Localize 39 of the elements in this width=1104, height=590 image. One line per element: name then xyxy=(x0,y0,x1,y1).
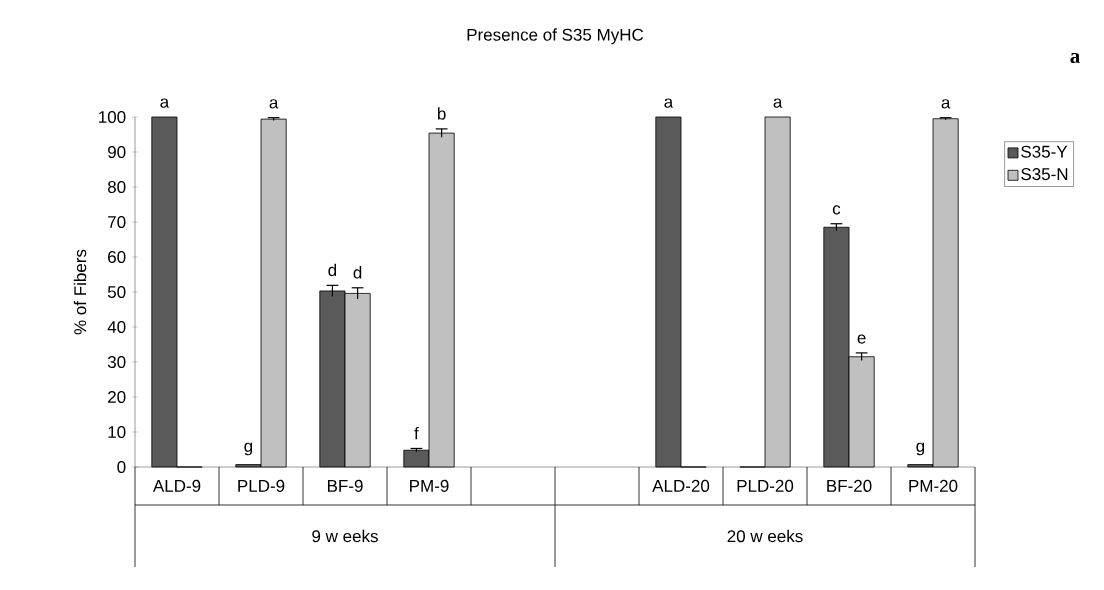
x-tick-label: PM-9 xyxy=(410,479,449,492)
text: a xyxy=(1070,52,1080,64)
y-tick-label: 90 xyxy=(108,145,126,159)
y-tick-label: 40 xyxy=(107,320,126,334)
annotation: a xyxy=(773,98,783,108)
text: 9 w eeks xyxy=(312,529,378,543)
annotation: g xyxy=(244,442,253,456)
y-tick-label: 80 xyxy=(107,180,126,194)
annotation: a xyxy=(160,98,170,108)
annotation: a xyxy=(664,98,674,108)
annotation: c xyxy=(832,205,841,215)
legend-label: S35-Y xyxy=(1021,145,1068,158)
x-tick-label: BF-9 xyxy=(327,479,363,492)
annotation: a xyxy=(269,99,279,109)
annotation: b xyxy=(437,107,446,120)
y-tick-label: 100 xyxy=(99,110,126,124)
y-tick-label: 60 xyxy=(108,250,126,264)
x-tick-label: PM-20 xyxy=(909,479,958,492)
y-tick-label: 0 xyxy=(117,460,126,474)
x-tick-label: PLD-20 xyxy=(737,479,794,492)
annotation: e xyxy=(857,334,866,344)
chart-title: Presence of S35 MyHC xyxy=(467,28,644,45)
annotation: d xyxy=(328,263,337,277)
x-tick-label: ALD-9 xyxy=(152,479,201,492)
y-axis-title: % of Fibers xyxy=(73,249,87,335)
annotation: f xyxy=(414,426,419,440)
annotation: g xyxy=(916,442,925,456)
y-tick-label: 10 xyxy=(108,425,126,439)
y-tick-label: 70 xyxy=(108,215,126,229)
legend-label: S35-N xyxy=(1021,168,1068,181)
annotation: a xyxy=(941,99,951,109)
text: 20 w eeks xyxy=(727,529,803,543)
annotation: d xyxy=(353,266,362,279)
y-tick-label: 20 xyxy=(108,390,126,404)
y-tick-label: 50 xyxy=(107,285,126,299)
x-tick-label: BF-20 xyxy=(827,479,872,492)
x-tick-label: ALD-20 xyxy=(652,479,710,492)
x-tick-label: PLD-9 xyxy=(238,479,285,492)
y-tick-label: 30 xyxy=(107,355,126,369)
